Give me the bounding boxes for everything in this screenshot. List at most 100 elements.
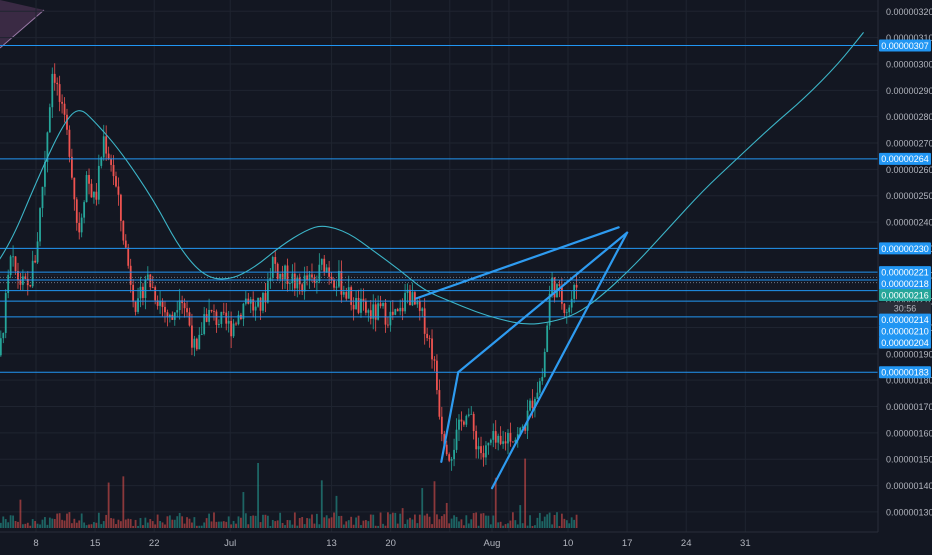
- volume-bar: [186, 517, 188, 528]
- level-price-label-bg: [879, 366, 931, 379]
- candle-body: [164, 306, 166, 313]
- volume-bar: [301, 517, 304, 528]
- candle-body: [159, 301, 161, 306]
- candle-body: [235, 323, 237, 325]
- y-tick-label: 0.00000180: [886, 376, 932, 386]
- volume-bar: [132, 525, 135, 528]
- candle-body: [485, 445, 487, 458]
- volume-bar: [230, 524, 233, 528]
- volume-bar: [352, 524, 355, 528]
- corner-drawing-edge: [0, 9, 45, 49]
- candle-body: [345, 292, 348, 299]
- candle-body: [29, 285, 32, 287]
- volume-bar: [29, 525, 32, 528]
- candle-body: [289, 283, 291, 284]
- volume-bar: [95, 522, 98, 528]
- candle-body: [551, 277, 553, 294]
- volume-bar: [276, 520, 279, 528]
- candle-body: [9, 256, 12, 275]
- volume-bar: [330, 517, 333, 528]
- volume-bar: [154, 524, 157, 528]
- y-tick-label: 0.00000250: [886, 191, 932, 201]
- candle-body: [521, 426, 524, 428]
- volume-bar: [541, 521, 544, 528]
- trendline[interactable]: [440, 371, 460, 463]
- volume-bar: [139, 518, 142, 528]
- level-price-label: 0.00000218: [881, 279, 929, 289]
- volume-bar: [195, 525, 198, 528]
- trendline[interactable]: [490, 231, 629, 490]
- volume-bar: [48, 517, 51, 528]
- candle-body: [166, 312, 169, 318]
- candle-body: [12, 256, 14, 258]
- candle-body: [48, 107, 51, 133]
- volume-bar: [97, 512, 100, 528]
- volume-bar: [259, 522, 262, 528]
- trendline[interactable]: [414, 226, 620, 300]
- volume-bar: [534, 525, 536, 528]
- candle-body: [379, 303, 382, 307]
- candle-body: [210, 309, 213, 312]
- volume-bar: [575, 514, 578, 528]
- candle-body: [492, 431, 495, 440]
- volume-bar: [472, 513, 475, 528]
- volume-bar: [333, 512, 335, 528]
- volume-bar: [164, 524, 166, 528]
- volume-bar: [497, 522, 500, 528]
- volume-bar: [264, 514, 267, 528]
- volume-bar: [335, 495, 338, 528]
- volume-bar: [558, 525, 561, 528]
- candle-body: [227, 320, 230, 324]
- volume-bar: [409, 517, 411, 528]
- candle-body: [301, 284, 304, 292]
- volume-bar: [225, 521, 228, 528]
- volume-bar: [105, 514, 108, 528]
- volume-bar: [445, 502, 448, 528]
- volume-bar: [58, 513, 61, 528]
- candle-body: [428, 338, 431, 339]
- candle-body: [122, 220, 125, 241]
- candle-body: [563, 303, 566, 314]
- volume-bar: [563, 518, 566, 528]
- volume-bar: [215, 521, 218, 528]
- volume-bar: [487, 515, 490, 528]
- volume-bar: [477, 525, 480, 528]
- candle-body: [83, 202, 86, 218]
- candle-body: [472, 413, 475, 432]
- y-tick-label: 0.00000130: [886, 507, 932, 517]
- candle-body: [262, 293, 264, 311]
- volume-bar: [203, 522, 206, 528]
- volume-bar: [355, 517, 357, 528]
- volume-bar: [524, 458, 527, 528]
- candle-body: [193, 338, 196, 348]
- countdown-bg: [879, 302, 931, 315]
- candle-body: [433, 359, 436, 361]
- volume-bar: [401, 508, 404, 528]
- volume-bar: [281, 522, 284, 528]
- volume-bar: [438, 519, 441, 528]
- candle-body: [489, 439, 492, 443]
- volume-bar: [78, 520, 81, 528]
- last-price-label-bg: [879, 289, 931, 302]
- x-tick-label: 8: [33, 538, 38, 549]
- volume-bars: [0, 458, 578, 528]
- candle-body: [142, 286, 144, 298]
- level-price-label: 0.00000230: [881, 244, 929, 254]
- volume-bar: [286, 519, 289, 528]
- candle-body: [95, 191, 98, 200]
- candle-body: [529, 400, 531, 411]
- volume-bar: [440, 516, 443, 528]
- volume-bar: [485, 515, 487, 528]
- candle-body: [465, 415, 468, 425]
- candle-body: [154, 287, 157, 301]
- y-tick-label: 0.00000210: [886, 297, 932, 307]
- level-price-label-bg: [879, 313, 931, 326]
- volume-bar: [458, 521, 460, 528]
- y-tick-label: 0.00000280: [886, 112, 932, 122]
- volume-bar: [173, 519, 176, 528]
- trendline[interactable]: [457, 231, 629, 374]
- volume-bar: [88, 524, 90, 528]
- time-axis[interactable]: 8 15 22 Jul 13 20 Aug 10 17 24 31: [33, 538, 750, 549]
